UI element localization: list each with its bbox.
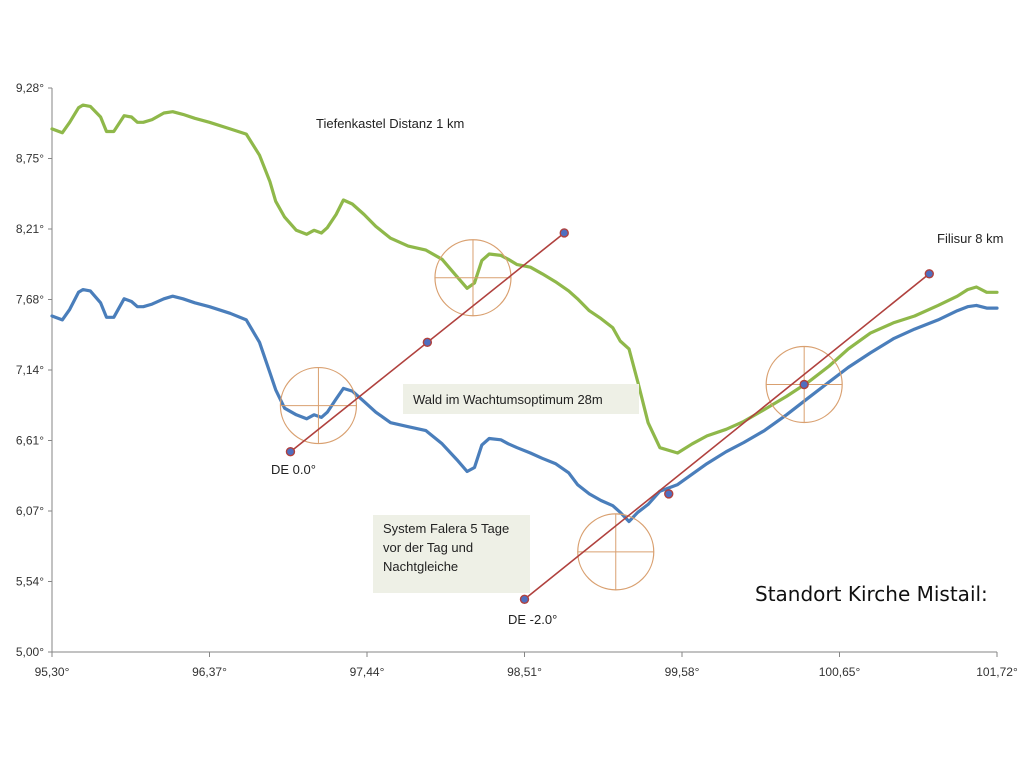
sun-symbol	[434, 239, 512, 317]
system-box-bg	[373, 515, 530, 593]
y-tick-label: 5,00°	[16, 645, 44, 659]
system-label-line3: Nachtgleiche	[383, 559, 458, 574]
tiefenkastel-label: Tiefenkastel Distanz 1 km	[316, 116, 464, 131]
ray-marker	[285, 447, 296, 457]
x-tick-label: 97,44°	[350, 665, 385, 679]
x-tick-label: 99,58°	[665, 665, 700, 679]
x-tick-label: 100,65°	[819, 665, 861, 679]
series-line-1	[50, 103, 999, 455]
ray-line-2	[523, 273, 930, 600]
axes: 5,00° 5,54° 6,07° 6,61° 7,14° 7,68° 8,21° 8,75°…	[16, 81, 1018, 679]
chart-title: Standort Kirche Mistail:	[755, 582, 988, 606]
ray-marker	[924, 269, 934, 279]
ray-marker	[519, 594, 530, 604]
ray-marker	[664, 489, 674, 499]
sun-symbol-layer	[279, 239, 843, 591]
ray-marker	[422, 337, 433, 348]
ray-marker	[559, 228, 569, 238]
system-label-line2: vor der Tag und	[383, 540, 473, 555]
y-tick-label: 8,21°	[16, 222, 44, 236]
wald-box-bg	[403, 384, 639, 414]
y-tick-label: 9,28°	[16, 81, 44, 95]
series-layer	[50, 103, 999, 524]
sun-symbol	[279, 366, 358, 445]
y-tick-label: 8,75°	[16, 152, 44, 166]
system-box: System Falera 5 Tage vor der Tag und Nac…	[373, 515, 530, 593]
de0-label: DE 0.0°	[271, 462, 316, 477]
x-tick-group: 95,30° 96,37° 97,44° 98,51° 99,58° 100,65° 101…	[35, 652, 1018, 679]
x-tick-label: 98,51°	[507, 665, 542, 679]
series-line-2	[50, 288, 999, 524]
ray-marker	[799, 379, 809, 390]
x-tick-label: 95,30°	[35, 665, 70, 679]
y-tick-label: 6,61°	[16, 434, 44, 448]
y-tick-label: 5,54°	[16, 575, 44, 589]
de2-label: DE -2.0°	[508, 612, 557, 627]
y-tick-label: 6,07°	[16, 504, 44, 518]
x-tick-label: 101,72°	[976, 665, 1018, 679]
filisur-label: Filisur 8 km	[937, 231, 1003, 246]
y-tick-label: 7,68°	[16, 293, 44, 307]
wald-box: Wald im Wachtumsoptimum 28m	[403, 384, 639, 414]
wald-label: Wald im Wachtumsoptimum 28m	[413, 392, 603, 407]
x-tick-label: 96,37°	[192, 665, 227, 679]
system-label-line1: System Falera 5 Tage	[383, 521, 509, 536]
ray-layer	[285, 228, 934, 604]
y-tick-label: 7,14°	[16, 363, 44, 377]
y-tick-group: 5,00° 5,54° 6,07° 6,61° 7,14° 7,68° 8,21° 8,75°…	[16, 81, 52, 659]
